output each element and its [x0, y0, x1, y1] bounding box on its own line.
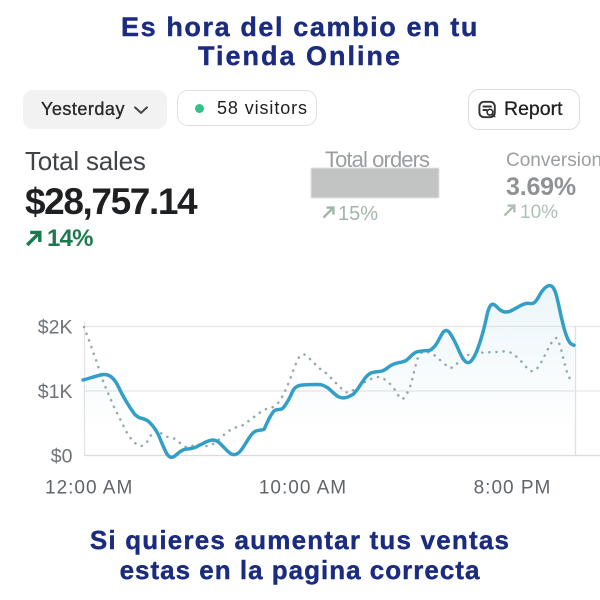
svg-text:8:00 PM: 8:00 PM	[474, 478, 552, 499]
svg-text:12:00 AM: 12:00 AM	[45, 478, 133, 499]
svg-text:10:00 AM: 10:00 AM	[259, 478, 347, 499]
svg-text:$2K: $2K	[38, 317, 73, 339]
svg-text:$1K: $1K	[38, 381, 73, 403]
svg-text:$0: $0	[51, 446, 73, 468]
